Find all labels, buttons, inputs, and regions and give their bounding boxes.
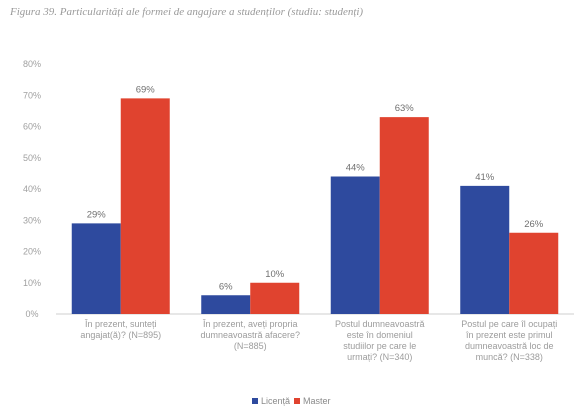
bar-master bbox=[120, 98, 170, 314]
data-label: 41% bbox=[475, 172, 495, 183]
y-tick-label: 60% bbox=[23, 122, 41, 132]
legend-label: Master bbox=[303, 396, 331, 406]
bar-master bbox=[509, 232, 559, 314]
category-label: muncă? (N=338) bbox=[476, 352, 543, 362]
bar-licenta bbox=[460, 185, 510, 314]
legend-label: Licență bbox=[261, 396, 290, 406]
bar-licenta bbox=[71, 223, 121, 314]
data-label: 10% bbox=[265, 269, 285, 280]
category-label: În prezent, sunteți bbox=[84, 319, 157, 329]
category-label: Postul pe care îl ocupați bbox=[461, 319, 557, 329]
data-label: 69% bbox=[136, 84, 156, 95]
bar-licenta bbox=[201, 295, 251, 314]
category-label: (N=885) bbox=[234, 341, 267, 351]
category-label: Postul dumneavoastră bbox=[335, 319, 425, 329]
y-tick-label: 50% bbox=[23, 153, 41, 163]
category-label: dumneavoastră afacere? bbox=[200, 330, 300, 340]
y-tick-label: 10% bbox=[23, 278, 41, 288]
legend-swatch-master bbox=[294, 398, 300, 404]
data-label: 26% bbox=[524, 219, 544, 230]
category-label: dumneavoastră loc de bbox=[465, 341, 554, 351]
category-label: În prezent, aveți propria bbox=[202, 319, 298, 329]
figure-title: Figura 39. Particularități ale formei de… bbox=[10, 6, 364, 18]
data-label: 63% bbox=[395, 103, 415, 114]
category-label: angajat(ă)? (N=895) bbox=[80, 330, 161, 340]
data-label: 6% bbox=[219, 281, 233, 292]
bar-master bbox=[250, 282, 300, 314]
y-tick-label: 30% bbox=[23, 215, 41, 225]
y-tick-label: 0% bbox=[25, 309, 38, 319]
category-label: în prezent este primul bbox=[465, 330, 553, 340]
y-tick-label: 20% bbox=[23, 247, 41, 257]
bar-licenta bbox=[330, 176, 380, 314]
legend-swatch-licenta bbox=[252, 398, 258, 404]
category-label: studiilor pe care le bbox=[343, 341, 416, 351]
category-label: urmați? (N=340) bbox=[347, 352, 412, 362]
y-tick-label: 70% bbox=[23, 90, 41, 100]
y-tick-label: 80% bbox=[23, 59, 41, 69]
data-label: 44% bbox=[346, 163, 366, 174]
category-label: este în domeniul bbox=[347, 330, 413, 340]
y-tick-label: 40% bbox=[23, 184, 41, 194]
data-label: 29% bbox=[87, 209, 107, 220]
bar-master bbox=[379, 117, 429, 314]
